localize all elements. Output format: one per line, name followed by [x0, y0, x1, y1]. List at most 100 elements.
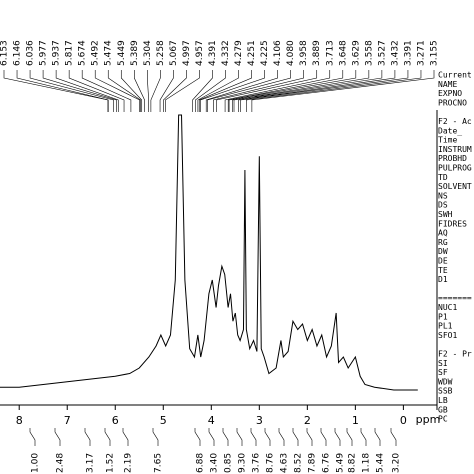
integral-bracket [194, 428, 201, 446]
peak-label: 5.067 [169, 40, 179, 66]
peak-label: 5.389 [130, 40, 140, 66]
parameter-label: DE [438, 257, 448, 266]
peak-label: 5.817 [65, 40, 75, 66]
integral-bracket [236, 428, 243, 446]
peak-label: 5.258 [156, 40, 166, 66]
peak-label: 6.036 [26, 40, 36, 66]
peak-pointer [68, 70, 125, 112]
peak-pointer [205, 70, 278, 112]
parameter-label: WDW [438, 377, 453, 386]
integral-label: 1.52 [106, 453, 116, 473]
peak-pointer [232, 70, 370, 112]
parameter-label: PC [438, 415, 448, 424]
peak-label: 3.527 [377, 40, 387, 66]
peak-pointer [251, 70, 435, 112]
parameter-label: TD [438, 173, 448, 182]
peak-label: 5.674 [78, 40, 88, 66]
peak-label: 6.153 [0, 40, 10, 66]
peak-pointer [94, 70, 140, 112]
integral-bracket [250, 428, 257, 446]
parameter-label: SOLVENT [438, 182, 472, 191]
parameter-label: PROBHD [438, 154, 467, 163]
peak-label: 5.449 [117, 40, 127, 66]
peak-label: 5.977 [39, 40, 49, 66]
peak-pointer [228, 70, 357, 112]
x-tick-label: 3 [256, 414, 263, 427]
parameter-label: AQ [438, 229, 448, 238]
parameter-label: SFO1 [438, 331, 457, 340]
peak-label: 5.492 [91, 40, 101, 66]
integral-label: 2.48 [56, 453, 66, 473]
parameter-label: NS [438, 191, 448, 200]
peak-label: 3.432 [390, 40, 400, 66]
integral-label: 3.17 [86, 453, 96, 473]
integral-bracket [54, 428, 61, 446]
integral-bracket [374, 428, 381, 446]
peak-label: 4.391 [208, 40, 218, 66]
parameter-label: DW [438, 247, 448, 256]
peak-pointer [240, 70, 409, 112]
x-tick-label: 2 [304, 414, 311, 427]
integral-label: 4.63 [280, 453, 290, 473]
parameter-label: SSB [438, 387, 453, 396]
peak-label: 3.713 [325, 40, 335, 66]
peak-pointer [150, 70, 161, 112]
integral-label: 7.65 [154, 453, 164, 473]
parameter-label: P1 [438, 312, 448, 321]
parameter-label: ======= [438, 294, 472, 303]
peak-label: 4.332 [221, 40, 231, 66]
spectrum-line [0, 114, 418, 391]
x-tick-label: 8 [16, 414, 23, 427]
peak-pointer [55, 70, 119, 112]
integral-label: 6.88 [196, 453, 206, 473]
parameter-label: RG [438, 238, 448, 247]
peak-pointer [120, 70, 143, 112]
peak-label: 4.251 [247, 40, 257, 66]
integral-bracket [292, 428, 299, 446]
integral-bracket [152, 428, 159, 446]
parameter-label: LB [438, 396, 448, 405]
peak-label: 5.937 [52, 40, 62, 66]
peak-pointer [107, 70, 141, 112]
integral-label: 8.76 [266, 453, 276, 473]
parameter-label: GB [438, 405, 448, 414]
peak-pointer [42, 70, 117, 112]
x-tick-label: 0 [400, 414, 407, 427]
peak-label: 4.279 [234, 40, 244, 66]
peak-pointer [192, 70, 213, 112]
integral-bracket [320, 428, 327, 446]
parameter-label: NAME [438, 80, 457, 89]
integral-bracket [306, 428, 313, 446]
integral-bracket [334, 428, 341, 446]
parameter-label: TE [438, 266, 448, 275]
parameter-label: PROCNO [438, 98, 467, 107]
integral-label: 9.30 [238, 453, 248, 473]
integral-label: 1.00 [31, 453, 41, 473]
x-tick-label: 4 [208, 414, 215, 427]
integral-bracket [360, 428, 367, 446]
x-axis-label: ppm [416, 413, 441, 426]
parameter-label: SWH [438, 210, 453, 219]
peak-label: 5.474 [104, 40, 114, 66]
peak-label: 4.106 [273, 40, 283, 66]
integral-bracket [264, 428, 271, 446]
integral-label: 8.82 [348, 453, 358, 473]
integral-label: 2.19 [124, 453, 134, 473]
peak-label: 3.958 [299, 40, 309, 66]
peak-pointer [163, 70, 187, 112]
parameter-label: Current [438, 71, 472, 80]
parameter-label: FIDRES [438, 219, 467, 228]
peak-pointer [207, 70, 291, 112]
integral-label: 3.76 [252, 453, 262, 473]
parameter-label: F2 - Ac [438, 117, 472, 126]
peak-pointer [81, 70, 132, 112]
integral-bracket [222, 428, 229, 446]
peak-pointer [216, 70, 318, 112]
peak-label: 4.997 [182, 40, 192, 66]
peak-label: 3.629 [351, 40, 361, 66]
integral-label: 8.52 [294, 453, 304, 473]
peak-pointer [246, 70, 422, 112]
integral-label: 0.85 [224, 453, 234, 473]
integral-label: 7.89 [308, 453, 318, 473]
